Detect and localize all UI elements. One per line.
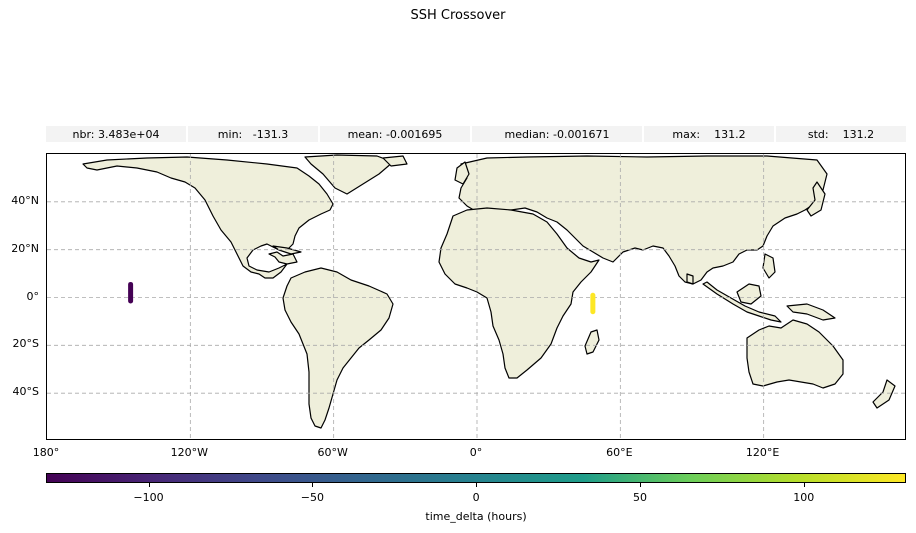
land-iceland [382, 155, 408, 167]
colorbar-label: time_delta (hours) [425, 510, 527, 523]
longitude-label: 60°E [606, 446, 633, 459]
latitude-label: 40°S [12, 385, 39, 399]
colorbar-tick-label: 0 [472, 491, 480, 504]
land-sri-lanka [686, 273, 694, 285]
longitude-label: 120°W [170, 446, 209, 459]
grid-layer [47, 154, 905, 439]
latitude-label: 20°S [12, 337, 39, 351]
colorbar-tickmark [476, 483, 478, 487]
stat-std: std: 131.2 [776, 126, 906, 142]
longitude-label: 60°W [317, 446, 348, 459]
track-layer [128, 281, 596, 315]
stat-mean: mean: -0.001695 [320, 126, 470, 142]
latitude-label: 20°N [11, 241, 39, 255]
colorbar-tickmark [803, 483, 805, 487]
stat-count: nbr: 3.483e+04 [46, 126, 186, 142]
longitude-label: 0° [469, 446, 483, 459]
colorbar-tick-label: −100 [133, 491, 164, 504]
colorbar-tick-label: 100 [793, 491, 815, 504]
land-japan [806, 181, 826, 217]
land-greenland [304, 154, 394, 195]
colorbar [46, 473, 906, 483]
land-layer [82, 154, 896, 429]
map-canvas [47, 154, 905, 439]
land-australia [746, 319, 844, 389]
land-indonesia [702, 281, 782, 323]
crossover-track [590, 292, 596, 315]
land-new-zealand [872, 379, 896, 409]
stats-row: nbr: 3.483e+04 min: -131.3 mean: -0.0016… [46, 126, 906, 142]
longitude-label: 180° [32, 446, 60, 459]
latitude-label: 0° [26, 289, 40, 303]
colorbar-tick-label: 50 [632, 491, 647, 504]
stat-max: max: 131.2 [644, 126, 774, 142]
land-south-america [282, 267, 394, 429]
figure-title: SSH Crossover [410, 8, 506, 23]
crossover-track [128, 281, 134, 304]
colorbar-tick-label: −50 [300, 491, 324, 504]
longitude-label: 120°E [745, 446, 780, 459]
land-africa [438, 207, 600, 379]
world-map [46, 153, 906, 440]
land-borneo [736, 283, 762, 305]
land-philippines [762, 253, 776, 279]
colorbar-tickmark [312, 483, 314, 487]
stat-min: min: -131.3 [188, 126, 318, 142]
colorbar-tickmark [639, 483, 641, 487]
colorbar-tickmark [148, 483, 150, 487]
land-british-isles [454, 161, 470, 185]
latitude-label: 40°N [11, 193, 39, 207]
land-new-guinea [786, 303, 836, 321]
land-madagascar [584, 329, 600, 355]
stat-median: median: -0.001671 [472, 126, 642, 142]
land-north-america [82, 156, 334, 279]
